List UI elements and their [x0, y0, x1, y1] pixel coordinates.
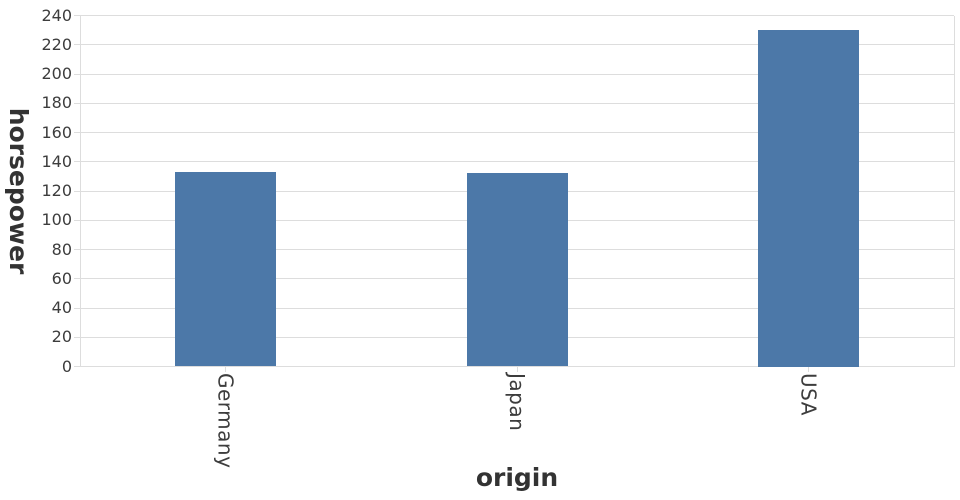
y-axis-tick-label-40: 40 [51, 298, 72, 317]
y-axis-tick-label-80: 80 [51, 239, 72, 259]
y-axis-domain-line [79, 15, 81, 367]
y-axis-tick-60 [74, 278, 80, 280]
y-axis-tick-80 [74, 249, 80, 250]
y-axis-tick-220 [74, 44, 80, 46]
y-gridline-160 [80, 132, 954, 133]
y-axis-tick-140 [74, 161, 80, 163]
y-axis-tick-label-240: 240 [41, 5, 72, 25]
y-axis-tick-160 [74, 132, 80, 133]
y-axis-tick-120 [74, 190, 80, 192]
y-axis-tick-180 [74, 102, 80, 104]
x-axis-tick-label-japan: Japan [505, 373, 529, 432]
y-axis-tick-label-60: 60 [51, 268, 72, 288]
x-axis-tick-label-usa: USA [796, 373, 821, 416]
y-axis-tick-240 [74, 15, 80, 16]
x-axis-title: origin [475, 463, 559, 492]
bar-japan[interactable] [466, 173, 568, 367]
y-axis-tick-40 [74, 307, 80, 309]
x-axis-tick-japan [516, 366, 518, 372]
y-axis-tick-label-100: 100 [41, 210, 72, 230]
y-axis-tick-0 [74, 366, 80, 367]
x-axis-tick-label-germany: Germany [213, 373, 238, 469]
y-axis-tick-200 [74, 73, 80, 75]
y-axis-tick-label-220: 220 [41, 34, 72, 54]
y-gridline-240 [80, 15, 954, 16]
y-gridline-200 [80, 73, 954, 75]
bar-usa[interactable] [757, 30, 859, 367]
y-axis-tick-label-140: 140 [41, 151, 72, 171]
y-axis-tick-100 [74, 219, 80, 221]
x-axis-tick-usa [807, 366, 809, 372]
y-axis-title: horsepower [4, 107, 33, 275]
bar-germany[interactable] [175, 171, 277, 367]
y-gridline-180 [80, 102, 954, 104]
y-axis-tick-20 [74, 336, 80, 338]
y-axis-tick-label-180: 180 [41, 93, 72, 113]
y-gridline-220 [80, 44, 954, 46]
y-axis-tick-label-200: 200 [41, 64, 72, 83]
y-gridline-140 [80, 161, 954, 163]
y-axis-tick-label-120: 120 [41, 181, 72, 200]
y-axis-tick-label-0: 0 [61, 356, 72, 376]
plot-right-border [953, 15, 955, 367]
y-axis-tick-label-160: 160 [41, 122, 72, 142]
y-axis-tick-label-20: 20 [51, 327, 72, 347]
x-axis-tick-germany [225, 366, 227, 372]
